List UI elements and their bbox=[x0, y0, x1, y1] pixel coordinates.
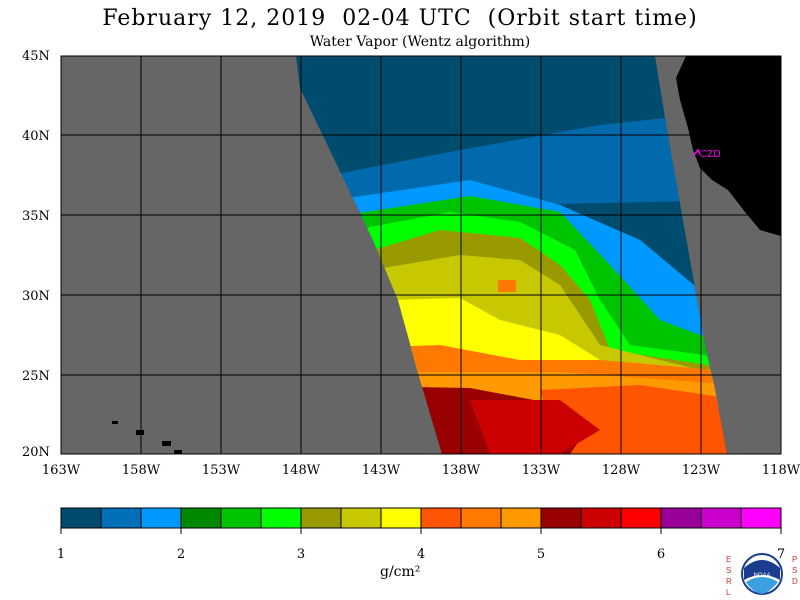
svg-text:L: L bbox=[726, 588, 731, 597]
colorbar-swatch bbox=[740, 507, 782, 529]
colorbar-swatch bbox=[100, 507, 142, 529]
lat-label: 40N bbox=[22, 129, 50, 144]
chart-subtitle: Water Vapor (Wentz algorithm) bbox=[309, 34, 531, 50]
lat-label: 30N bbox=[22, 289, 50, 304]
svg-text:S: S bbox=[792, 566, 797, 575]
colorbar-swatch bbox=[460, 507, 502, 529]
longitude-labels: 163W 158W 153W 148W 143W 138W 133W 128W … bbox=[42, 463, 800, 478]
colorbar-swatch bbox=[260, 507, 302, 529]
colorbar-label: 4 bbox=[417, 547, 425, 562]
esrl-text-e: E bbox=[726, 555, 731, 564]
colorbar-label: 5 bbox=[537, 547, 545, 562]
hawaiian-islands bbox=[112, 421, 182, 454]
colorbar-label: 3 bbox=[297, 547, 305, 562]
chart-title: February 12, 2019 02-04 UTC (Orbit start… bbox=[102, 6, 698, 31]
noaa-logo[interactable]: E S R L NOAA P S D bbox=[722, 548, 800, 600]
colorbar-swatch bbox=[140, 507, 182, 529]
lat-label: 20N bbox=[22, 445, 50, 460]
lon-label: 158W bbox=[122, 463, 161, 478]
colorbar-label: 1 bbox=[57, 547, 65, 562]
map-grid bbox=[61, 56, 781, 454]
colorbar-swatch bbox=[220, 507, 262, 529]
colorbar-swatch bbox=[540, 507, 582, 529]
lat-label: 25N bbox=[22, 369, 50, 384]
svg-text:S: S bbox=[726, 566, 731, 575]
colorbar-swatch bbox=[420, 507, 462, 529]
colorbar-swatch bbox=[580, 507, 622, 529]
noaa-text: NOAA bbox=[753, 573, 770, 579]
colorbar-swatch bbox=[500, 507, 542, 529]
map-border bbox=[60, 55, 782, 455]
colorbar bbox=[60, 507, 782, 534]
lat-label: 45N bbox=[22, 49, 50, 64]
colorbar-label: 2 bbox=[177, 547, 185, 562]
colorbar-swatch bbox=[60, 507, 102, 529]
colorbar-label: 7 bbox=[777, 547, 785, 562]
lon-label: 133W bbox=[522, 463, 561, 478]
land-north-america bbox=[676, 56, 781, 236]
colorbar-swatch bbox=[340, 507, 382, 529]
station-marker-czd[interactable]: CZD bbox=[692, 148, 721, 160]
colorbar-swatch bbox=[380, 507, 422, 529]
lon-label: 163W bbox=[42, 463, 81, 478]
map-plot: CZD bbox=[60, 55, 782, 455]
colorbar-label: 6 bbox=[657, 547, 665, 562]
lon-label: 138W bbox=[442, 463, 481, 478]
svg-text:D: D bbox=[792, 577, 798, 586]
svg-text:R: R bbox=[726, 577, 732, 586]
lon-label: 128W bbox=[602, 463, 641, 478]
colorbar-swatch bbox=[660, 507, 702, 529]
lon-label: 148W bbox=[282, 463, 321, 478]
lat-label: 35N bbox=[22, 209, 50, 224]
colorbar-units: g/cm² bbox=[380, 564, 421, 580]
colorbar-swatch bbox=[620, 507, 662, 529]
lon-label: 153W bbox=[202, 463, 241, 478]
colorbar-labels: 1 2 3 4 5 6 7 bbox=[57, 547, 785, 562]
latitude-labels: 45N 40N 35N 30N 25N 20N bbox=[22, 49, 50, 460]
lon-label: 118W bbox=[762, 463, 800, 478]
lon-label: 123W bbox=[682, 463, 721, 478]
colorbar-swatch bbox=[700, 507, 742, 529]
lon-label: 143W bbox=[362, 463, 401, 478]
station-label: CZD bbox=[700, 149, 721, 160]
colorbar-swatch bbox=[300, 507, 342, 529]
svg-text:P: P bbox=[792, 555, 797, 564]
colorbar-swatch bbox=[180, 507, 222, 529]
